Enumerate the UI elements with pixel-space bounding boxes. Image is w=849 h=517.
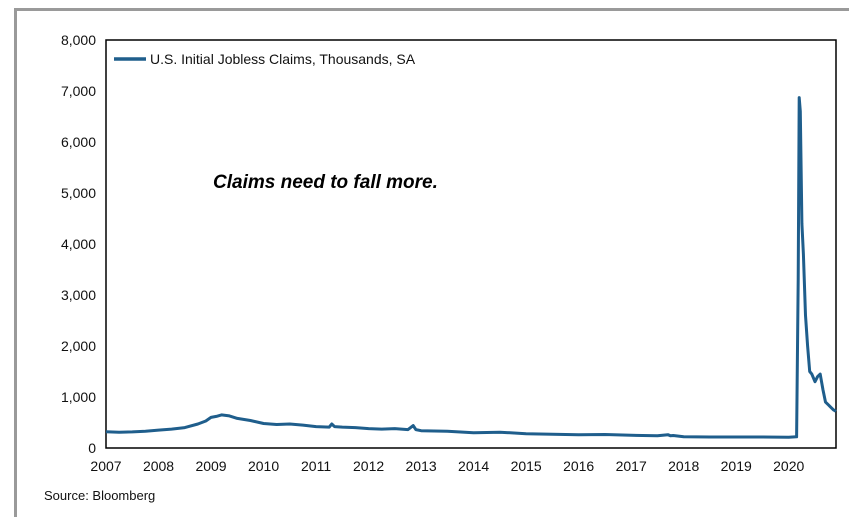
plot-area-frame [105,39,837,449]
chart-annotation: Claims need to fall more. [213,172,438,193]
y-tick-label: 2,000 [61,338,96,354]
series-line [105,96,837,439]
x-tick-label: 2018 [668,458,699,474]
y-axis-ticks: 0 1,000 2,000 3,000 4,000 5,000 6,000 7,000 8,00… [61,32,96,456]
x-tick-label: 2017 [616,458,647,474]
y-tick-label: 6,000 [61,134,96,150]
y-tick-label: 3,000 [61,287,96,303]
x-tick-label: 2010 [248,458,279,474]
y-tick-label: 1,000 [61,389,96,405]
x-tick-label: 2008 [143,458,174,474]
y-tick-label: 0 [88,440,96,456]
x-tick-label: 2007 [90,458,121,474]
series-group [105,96,837,439]
x-tick-label: 2011 [301,458,331,474]
x-tick-label: 2012 [353,458,384,474]
frame-top-border [14,8,849,11]
x-tick-label: 2014 [458,458,489,474]
x-tick-label: 2020 [773,458,804,474]
frame-left-border [14,8,17,517]
legend: U.S. Initial Jobless Claims, Thousands, … [114,51,416,67]
x-tick-label: 2016 [563,458,594,474]
legend-label: U.S. Initial Jobless Claims, Thousands, … [150,51,416,67]
x-tick-label: 2013 [406,458,437,474]
y-tick-label: 4,000 [61,236,96,252]
x-axis-ticks: 2007 2008 2009 2010 2011 2012 2013 2014 2015 2016… [90,458,804,474]
y-tick-label: 8,000 [61,32,96,48]
source-note: Source: Bloomberg [44,488,155,503]
y-tick-label: 7,000 [61,83,96,99]
x-tick-label: 2015 [511,458,542,474]
x-tick-label: 2019 [721,458,752,474]
y-tick-label: 5,000 [61,185,96,201]
x-tick-label: 2009 [195,458,226,474]
